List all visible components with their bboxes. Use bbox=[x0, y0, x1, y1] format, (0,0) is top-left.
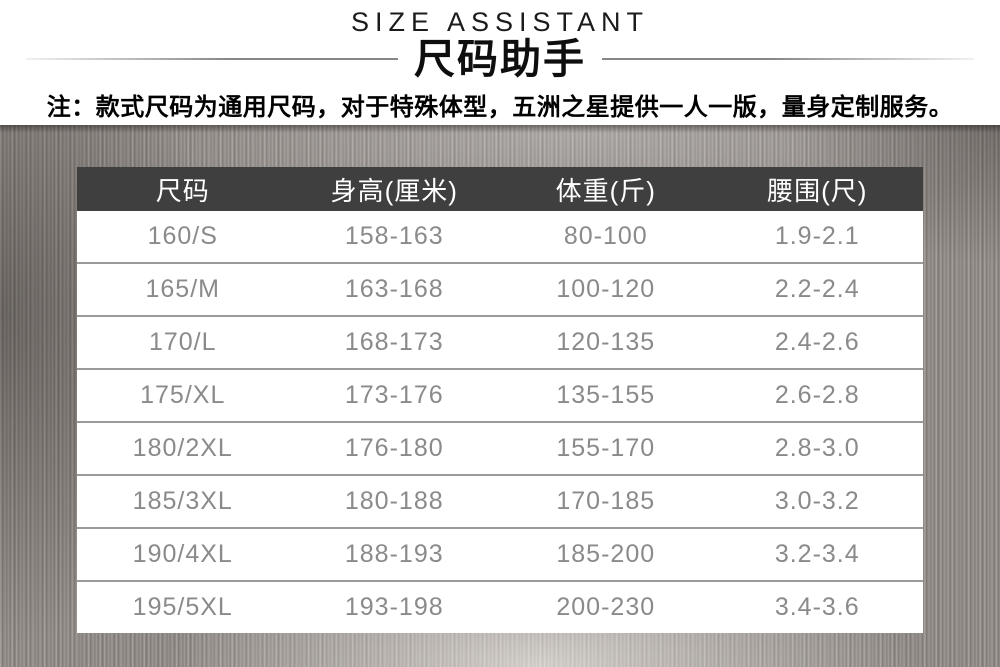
header-row: 尺码 身高(厘米) 体重(斤) 腰围(尺) bbox=[77, 167, 923, 211]
title-english: SIZE ASSISTANT bbox=[350, 7, 650, 37]
size-table-header: 尺码 身高(厘米) 体重(斤) 腰围(尺) bbox=[77, 167, 923, 211]
cell-size: 175/XL bbox=[77, 368, 289, 422]
cell-weight: 155-170 bbox=[500, 421, 712, 475]
cell-size: 165/M bbox=[77, 262, 289, 316]
cell-height: 193-198 bbox=[288, 580, 500, 633]
cell-waist: 2.4-2.6 bbox=[711, 315, 923, 369]
table-row: 185/3XL 180-188 170-185 3.0-3.2 bbox=[77, 474, 923, 528]
cell-height: 168-173 bbox=[288, 315, 500, 369]
cell-height: 180-188 bbox=[288, 474, 500, 528]
cell-waist: 3.0-3.2 bbox=[711, 474, 923, 528]
note-text: 注：款式尺码为通用尺码，对于特殊体型，五洲之星提供一人一版，量身定制服务。 bbox=[46, 95, 954, 121]
cell-size: 160/S bbox=[77, 211, 289, 263]
table-row: 180/2XL 176-180 155-170 2.8-3.0 bbox=[77, 421, 923, 475]
size-table-body: 160/S 158-163 80-100 1.9-2.1 165/M 163-1… bbox=[77, 211, 923, 633]
col-header-height: 身高(厘米) bbox=[288, 167, 500, 211]
cell-waist: 1.9-2.1 bbox=[711, 211, 923, 263]
title-section: SIZE ASSISTANT 尺码助手 注：款式尺码为通用尺码，对于特殊体型，五… bbox=[0, 0, 1000, 125]
table-row: 160/S 158-163 80-100 1.9-2.1 bbox=[77, 211, 923, 263]
table-row: 195/5XL 193-198 200-230 3.4-3.6 bbox=[77, 580, 923, 633]
table-row: 190/4XL 188-193 185-200 3.2-3.4 bbox=[77, 527, 923, 581]
cell-waist: 2.6-2.8 bbox=[711, 368, 923, 422]
metal-background-panel: 尺码 身高(厘米) 体重(斤) 腰围(尺) 160/S 158-163 80-1… bbox=[0, 125, 1000, 667]
cell-waist: 3.2-3.4 bbox=[711, 527, 923, 581]
cell-size: 190/4XL bbox=[77, 527, 289, 581]
cell-size: 180/2XL bbox=[77, 421, 289, 475]
cell-waist: 2.2-2.4 bbox=[711, 262, 923, 316]
cell-height: 158-163 bbox=[288, 211, 500, 263]
col-header-weight: 体重(斤) bbox=[500, 167, 712, 211]
cell-weight: 135-155 bbox=[500, 368, 712, 422]
cell-height: 176-180 bbox=[288, 421, 500, 475]
cell-weight: 170-185 bbox=[500, 474, 712, 528]
col-header-waist: 腰围(尺) bbox=[711, 167, 923, 211]
cell-waist: 3.4-3.6 bbox=[711, 580, 923, 633]
table-row: 170/L 168-173 120-135 2.4-2.6 bbox=[77, 315, 923, 369]
cell-waist: 2.8-3.0 bbox=[711, 421, 923, 475]
title-chinese-row: 尺码助手 bbox=[0, 38, 1000, 80]
cell-weight: 100-120 bbox=[500, 262, 712, 316]
table-row: 175/XL 173-176 135-155 2.6-2.8 bbox=[77, 368, 923, 422]
cell-height: 173-176 bbox=[288, 368, 500, 422]
cell-size: 170/L bbox=[77, 315, 289, 369]
cell-weight: 80-100 bbox=[500, 211, 712, 263]
cell-height: 188-193 bbox=[288, 527, 500, 581]
col-header-size: 尺码 bbox=[77, 167, 289, 211]
cell-size: 185/3XL bbox=[77, 474, 289, 528]
cell-weight: 185-200 bbox=[500, 527, 712, 581]
cell-weight: 120-135 bbox=[500, 315, 712, 369]
title-chinese: 尺码助手 bbox=[414, 35, 586, 82]
title-divider-left bbox=[26, 58, 398, 60]
cell-weight: 200-230 bbox=[500, 580, 712, 633]
cell-height: 163-168 bbox=[288, 262, 500, 316]
table-row: 165/M 163-168 100-120 2.2-2.4 bbox=[77, 262, 923, 316]
size-chart-table: 尺码 身高(厘米) 体重(斤) 腰围(尺) 160/S 158-163 80-1… bbox=[77, 167, 923, 633]
cell-size: 195/5XL bbox=[77, 580, 289, 633]
title-divider-right bbox=[602, 58, 974, 60]
